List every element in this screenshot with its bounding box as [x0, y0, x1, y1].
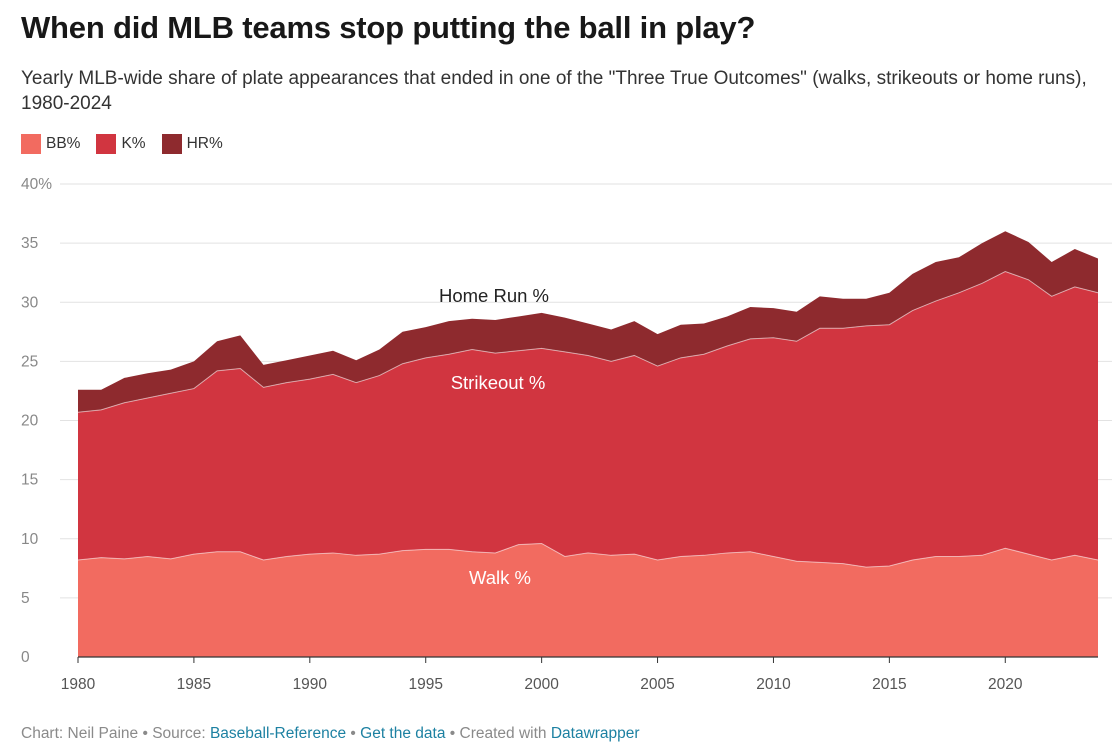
- annotation-home-run: Home Run %: [439, 285, 549, 306]
- annotation-walk: Walk %: [469, 567, 531, 588]
- legend: BB% K% HR%: [21, 134, 223, 154]
- footer-separator: •: [350, 725, 356, 742]
- legend-swatch-bb: [21, 134, 41, 154]
- x-tick-label: 1990: [293, 676, 328, 693]
- source-link[interactable]: Baseball-Reference: [209, 725, 347, 742]
- legend-swatch-k: [96, 134, 117, 154]
- y-tick-label: 40%: [21, 176, 52, 193]
- y-tick-label: 10: [21, 531, 39, 548]
- y-tick-label: 15: [21, 472, 38, 489]
- area-bb: [78, 543, 1098, 657]
- legend-label-hr: HR%: [186, 135, 223, 152]
- x-tick-label: 1985: [177, 676, 211, 693]
- footer-created: • Created with: [449, 725, 547, 742]
- footer: Chart: Neil Paine • Source: Baseball-Ref…: [21, 725, 640, 743]
- chart-title: When did MLB teams stop putting the ball…: [21, 10, 756, 45]
- area-hr: [78, 231, 1098, 413]
- boundary-bb: [77, 542, 1099, 568]
- x-tick-label: 2000: [524, 676, 559, 693]
- y-tick-label: 0: [21, 649, 30, 666]
- get-data-link[interactable]: Get the data: [360, 725, 446, 742]
- y-tick-label: 25: [21, 353, 38, 370]
- x-tick-label: 1995: [408, 676, 442, 693]
- x-tick-label: 2020: [988, 676, 1023, 693]
- annotation-strikeout: Strikeout %: [451, 372, 546, 393]
- y-tick-label: 5: [21, 590, 30, 607]
- x-tick-label: 1980: [61, 676, 96, 693]
- x-tick-label: 2010: [756, 676, 791, 693]
- legend-item-bb: BB%: [21, 134, 80, 154]
- legend-label-bb: BB%: [46, 135, 81, 152]
- legend-item-k: K%: [96, 134, 146, 154]
- y-tick-label: 35: [21, 235, 38, 252]
- legend-item-hr: HR%: [161, 134, 223, 154]
- area-layer: [77, 231, 1099, 657]
- y-tick-label: 30: [21, 294, 39, 311]
- chart-subtitle: Yearly MLB-wide share of plate appearanc…: [21, 68, 1087, 114]
- legend-label-k: K%: [121, 135, 146, 152]
- x-tick-label: 2015: [872, 676, 906, 693]
- datawrapper-link[interactable]: Datawrapper: [550, 725, 640, 742]
- x-tick-label: 2005: [640, 676, 674, 693]
- y-tick-label: 20: [21, 413, 39, 430]
- area-k: [78, 271, 1098, 568]
- footer-prefix: Chart: Neil Paine • Source:: [21, 725, 206, 742]
- boundary-k: [77, 270, 1099, 413]
- legend-swatch-hr: [161, 134, 182, 154]
